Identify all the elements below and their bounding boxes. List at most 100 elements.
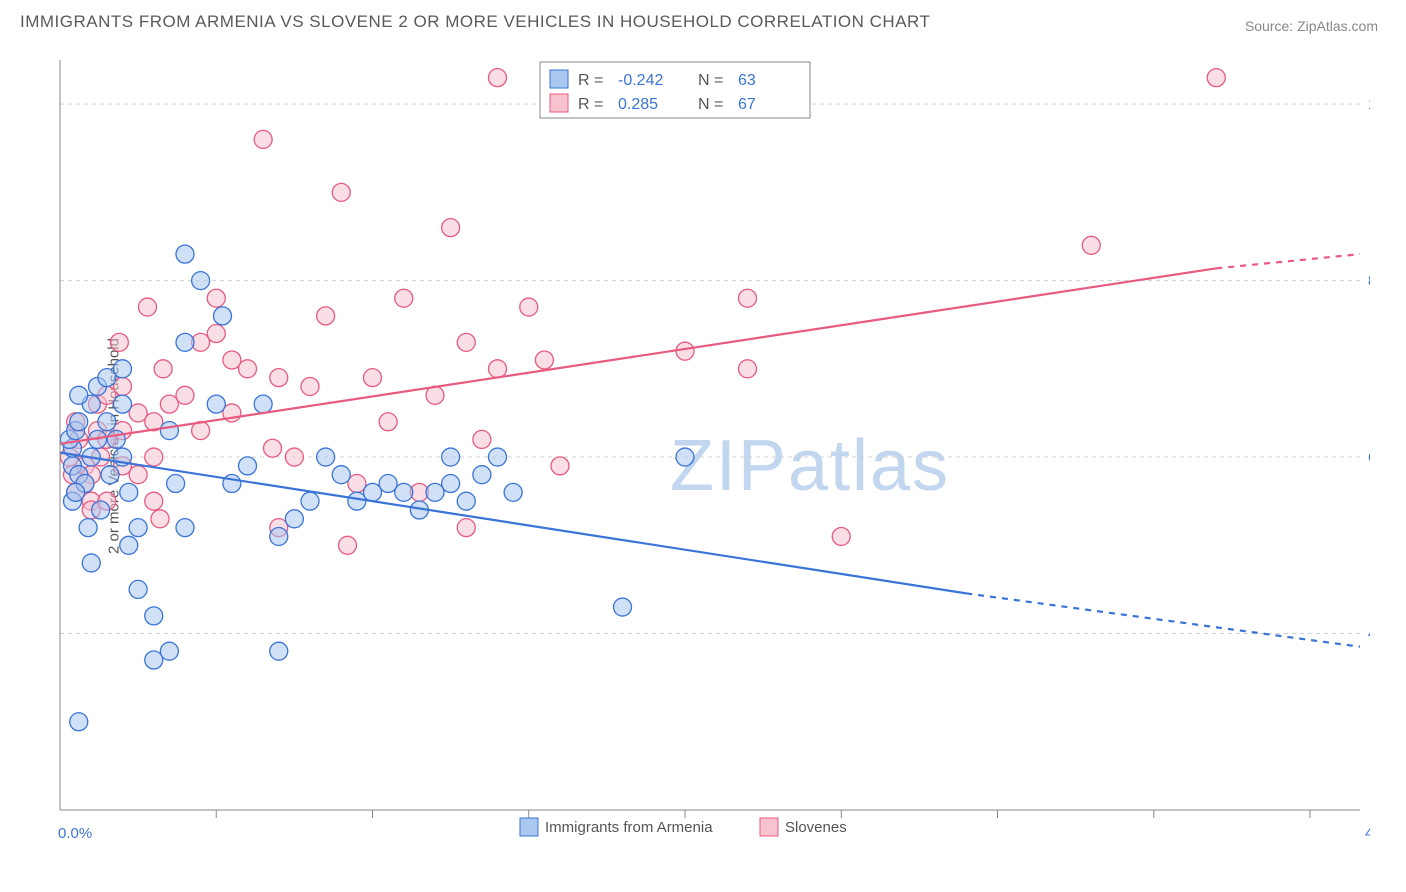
chart-area: ZIPatlas40.0%60.0%80.0%100.0%0.0%40.0%R … — [50, 50, 1370, 830]
point-slovenes — [395, 289, 413, 307]
point-slovenes — [145, 448, 163, 466]
point-slovenes — [301, 377, 319, 395]
point-armenia — [614, 598, 632, 616]
point-armenia — [107, 430, 125, 448]
swatch-slovenes — [550, 94, 568, 112]
x-max-label: 40.0% — [1365, 825, 1370, 842]
point-armenia — [473, 466, 491, 484]
y-tick-label: 40.0% — [1368, 626, 1370, 643]
point-armenia — [167, 475, 185, 493]
point-armenia — [176, 519, 194, 537]
point-armenia — [82, 554, 100, 572]
chart-title: IMMIGRANTS FROM ARMENIA VS SLOVENE 2 OR … — [20, 12, 930, 32]
x-origin-label: 0.0% — [58, 825, 92, 842]
swatch-armenia — [550, 70, 568, 88]
point-slovenes — [254, 130, 272, 148]
watermark: ZIPatlas — [670, 426, 950, 506]
point-slovenes — [535, 351, 553, 369]
stats-r-label: R = — [578, 72, 603, 89]
point-slovenes — [176, 386, 194, 404]
point-slovenes — [426, 386, 444, 404]
point-slovenes — [1082, 236, 1100, 254]
point-slovenes — [739, 360, 757, 378]
point-armenia — [98, 369, 116, 387]
point-armenia — [254, 395, 272, 413]
point-armenia — [79, 519, 97, 537]
stats-n-label2: N = — [698, 96, 723, 113]
point-armenia — [114, 360, 132, 378]
point-armenia — [101, 466, 119, 484]
point-slovenes — [110, 333, 128, 351]
point-armenia — [270, 642, 288, 660]
point-armenia — [379, 475, 397, 493]
point-armenia — [239, 457, 257, 475]
point-slovenes — [457, 519, 475, 537]
point-slovenes — [1207, 69, 1225, 87]
point-slovenes — [442, 219, 460, 237]
point-slovenes — [114, 377, 132, 395]
point-slovenes — [317, 307, 335, 325]
point-armenia — [223, 475, 241, 493]
point-armenia — [442, 448, 460, 466]
point-armenia — [504, 483, 522, 501]
point-slovenes — [379, 413, 397, 431]
point-slovenes — [239, 360, 257, 378]
point-armenia — [332, 466, 350, 484]
point-slovenes — [160, 395, 178, 413]
point-armenia — [160, 642, 178, 660]
point-slovenes — [145, 492, 163, 510]
point-slovenes — [129, 404, 147, 422]
point-armenia — [120, 536, 138, 554]
point-slovenes — [339, 536, 357, 554]
point-armenia — [270, 527, 288, 545]
scatter-chart: ZIPatlas40.0%60.0%80.0%100.0%0.0%40.0%R … — [50, 50, 1370, 850]
point-armenia — [129, 519, 147, 537]
point-armenia — [176, 333, 194, 351]
point-armenia — [348, 492, 366, 510]
point-slovenes — [348, 475, 366, 493]
point-armenia — [114, 395, 132, 413]
source-label: Source: ZipAtlas.com — [1245, 18, 1378, 34]
stats-r1: -0.242 — [618, 72, 663, 89]
point-slovenes — [489, 69, 507, 87]
point-armenia — [70, 386, 88, 404]
point-armenia — [207, 395, 225, 413]
point-armenia — [70, 413, 88, 431]
point-armenia — [145, 607, 163, 625]
y-tick-label: 100.0% — [1368, 96, 1370, 113]
point-slovenes — [207, 325, 225, 343]
point-slovenes — [285, 448, 303, 466]
legend-label-slovenes: Slovenes — [785, 819, 847, 836]
point-armenia — [129, 580, 147, 598]
legend-label-armenia: Immigrants from Armenia — [545, 819, 713, 836]
point-armenia — [457, 492, 475, 510]
y-tick-label: 60.0% — [1368, 449, 1370, 466]
point-slovenes — [207, 289, 225, 307]
point-armenia — [145, 651, 163, 669]
point-armenia — [70, 713, 88, 731]
trendline-slovenes-dashed — [1216, 254, 1360, 268]
point-slovenes — [151, 510, 169, 528]
point-armenia — [214, 307, 232, 325]
point-slovenes — [364, 369, 382, 387]
point-slovenes — [832, 527, 850, 545]
trendline-armenia-dashed — [966, 593, 1360, 646]
point-armenia — [395, 483, 413, 501]
legend-swatch-armenia — [520, 818, 538, 836]
point-armenia — [67, 483, 85, 501]
point-slovenes — [264, 439, 282, 457]
stats-n1: 63 — [738, 72, 756, 89]
point-slovenes — [473, 430, 491, 448]
point-slovenes — [739, 289, 757, 307]
point-slovenes — [223, 351, 241, 369]
point-slovenes — [270, 369, 288, 387]
point-slovenes — [457, 333, 475, 351]
point-slovenes — [154, 360, 172, 378]
point-slovenes — [332, 183, 350, 201]
point-armenia — [92, 501, 110, 519]
point-armenia — [120, 483, 138, 501]
point-armenia — [160, 422, 178, 440]
point-armenia — [426, 483, 444, 501]
point-armenia — [364, 483, 382, 501]
point-armenia — [285, 510, 303, 528]
